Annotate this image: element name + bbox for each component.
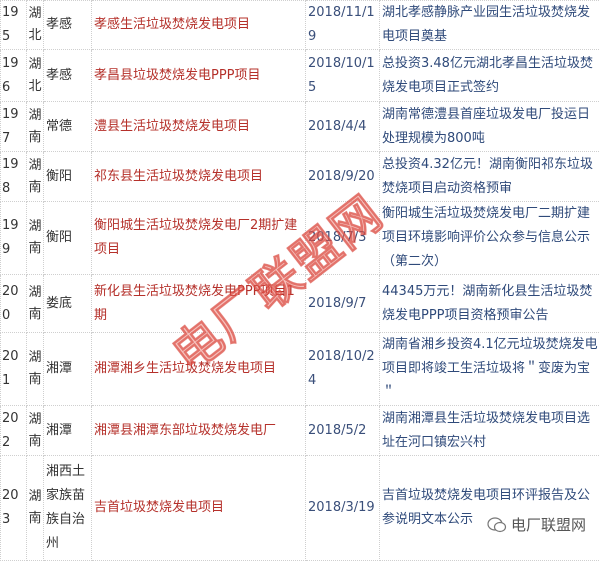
news-headline-cell[interactable]: 衡阳城生活垃圾焚烧发电厂二期扩建项目环境影响评价公众参与信息公示（第二次）: [380, 202, 600, 275]
date-cell: 2018/11/19: [306, 1, 380, 50]
date-cell: 2018/9/20: [306, 152, 380, 202]
row-number: 202: [1, 406, 27, 456]
project-name-cell[interactable]: 湘潭湘乡生活垃圾焚烧发电项目: [92, 333, 306, 406]
province-cell: 湖南: [27, 102, 44, 152]
logo-text: 电厂联盟网: [511, 514, 586, 535]
project-name-cell[interactable]: 孝昌县垃圾焚烧发电PPP项目: [92, 50, 306, 102]
date-cell: 2018/10/24: [306, 333, 380, 406]
date-cell: 2018/5/2: [306, 406, 380, 456]
news-headline-cell[interactable]: 44345万元！湖南新化县生活垃圾焚烧发电PPP项目资格预审公告: [380, 275, 600, 333]
date-cell: 2018/7/3: [306, 202, 380, 275]
project-name-cell[interactable]: 新化县生活垃圾焚烧发电PPP项目1期: [92, 275, 306, 333]
wechat-logo: 电厂联盟网: [487, 514, 586, 535]
date-cell: 2018/10/15: [306, 50, 380, 102]
city-cell: 孝感: [44, 50, 92, 102]
project-name-cell[interactable]: 澧县生活垃圾焚烧发电项目: [92, 102, 306, 152]
date-cell: 2018/4/4: [306, 102, 380, 152]
project-name-cell[interactable]: 湘潭县湘潭东部垃圾焚烧发电厂: [92, 406, 306, 456]
row-number: 199: [1, 202, 27, 275]
city-cell: 湘潭: [44, 406, 92, 456]
row-number: 197: [1, 102, 27, 152]
news-headline-cell[interactable]: 湖南省湘乡投资4.1亿元垃圾焚烧发电项目即将竣工生活垃圾将＂变废为宝＂: [380, 333, 600, 406]
row-number: 195: [1, 1, 27, 50]
row-number: 196: [1, 50, 27, 102]
row-number: 201: [1, 333, 27, 406]
city-cell: 衡阳: [44, 152, 92, 202]
province-cell: 湖南: [27, 152, 44, 202]
province-cell: 湖北: [27, 50, 44, 102]
project-name-cell[interactable]: 衡阳城生活垃圾焚烧发电厂2期扩建项目: [92, 202, 306, 275]
news-headline-cell[interactable]: 总投资4.32亿元！湖南衡阳祁东垃圾焚烧项目启动资格预审: [380, 152, 600, 202]
province-cell: 湖南: [27, 202, 44, 275]
news-headline-cell[interactable]: 总投资3.48亿元湖北孝昌生活垃圾焚烧发电项目正式签约: [380, 50, 600, 102]
wechat-icon: [487, 516, 507, 534]
row-number: 198: [1, 152, 27, 202]
province-cell: 湖南: [27, 406, 44, 456]
project-name-cell[interactable]: 孝感生活垃圾焚烧发电项目: [92, 1, 306, 50]
province-cell: 湖南: [27, 333, 44, 406]
date-cell: 2018/9/7: [306, 275, 380, 333]
province-cell: 湖北: [27, 1, 44, 50]
news-headline-cell[interactable]: 湖北孝感静脉产业园生活垃圾焚烧发电项目奠基: [380, 1, 600, 50]
city-cell: 湘潭: [44, 333, 92, 406]
row-number: 200: [1, 275, 27, 333]
news-headline-cell[interactable]: 湖南湘潭县生活垃圾焚烧发电项目选址在河口镇宏兴村: [380, 406, 600, 456]
city-cell: 娄底: [44, 275, 92, 333]
project-name-cell[interactable]: 祁东县生活垃圾焚烧发电项目: [92, 152, 306, 202]
city-cell: 常德: [44, 102, 92, 152]
city-cell: 孝感: [44, 1, 92, 50]
news-headline-cell[interactable]: 湖南常德澧县首座垃圾发电厂投运日处理规模为800吨: [380, 102, 600, 152]
province-cell: 湖南: [27, 275, 44, 333]
city-cell: 衡阳: [44, 202, 92, 275]
